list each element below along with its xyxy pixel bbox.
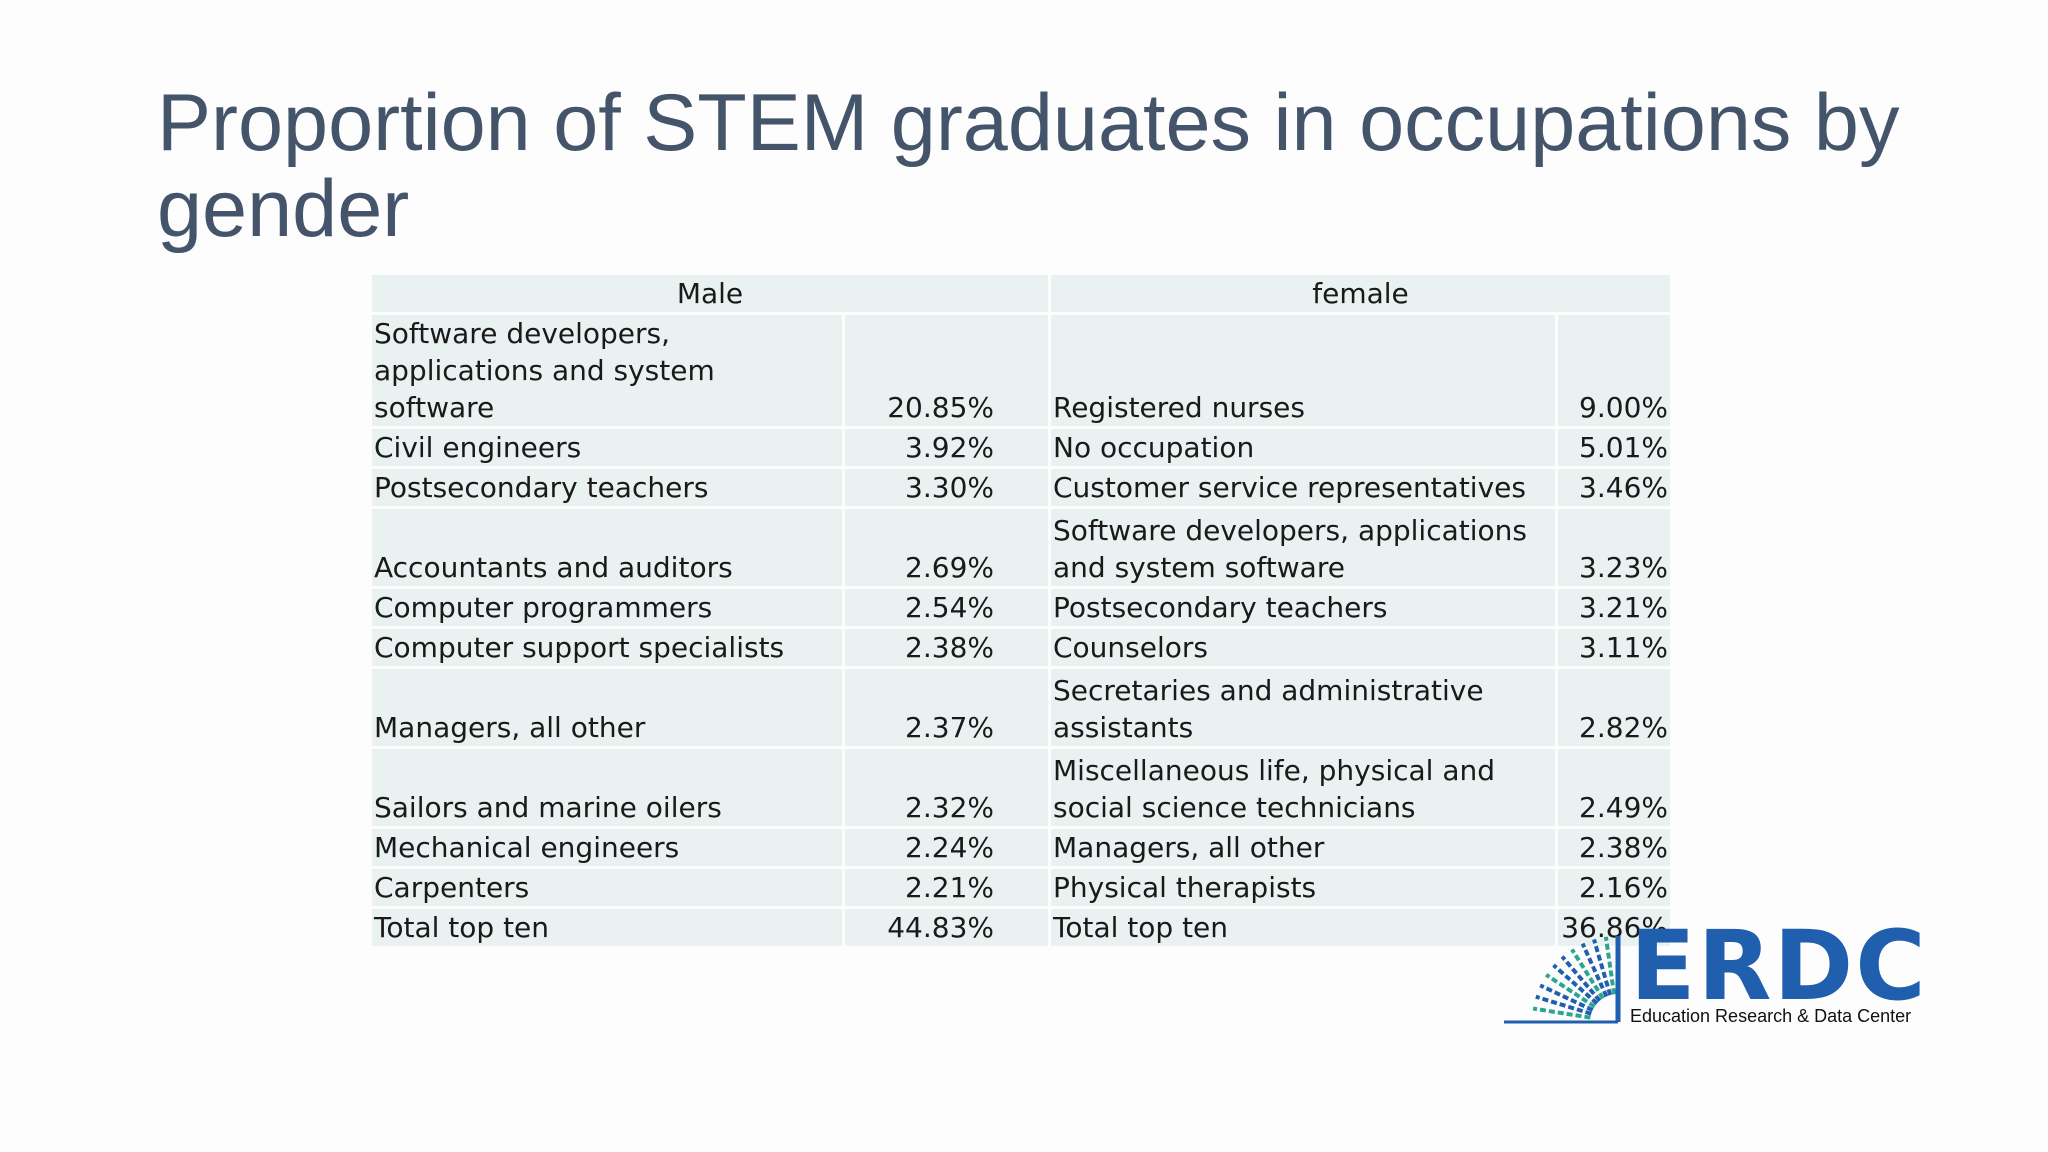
male-percent-cell: 2.69%: [845, 509, 1048, 586]
male-percent-cell: 2.54%: [845, 589, 1048, 626]
female-percent-cell: 3.46%: [1558, 469, 1670, 506]
logo-ray: [1535, 994, 1592, 1016]
table-total-row: Total top ten 44.83% Total top ten 36.86%: [372, 909, 1670, 946]
male-occupation-cell: Total top ten: [372, 909, 842, 946]
male-percent-cell: 2.24%: [845, 829, 1048, 866]
male-percent-cell: 3.92%: [845, 429, 1048, 466]
female-occupation-cell: No occupation: [1051, 429, 1555, 466]
female-occupation-cell: Software developers, applications and sy…: [1051, 509, 1555, 586]
female-occupation-cell: Registered nurses: [1051, 315, 1555, 426]
male-occupation-cell: Civil engineers: [372, 429, 842, 466]
male-occupation-cell: Managers, all other: [372, 669, 842, 746]
logo-tagline: Education Research & Data Center: [1630, 1006, 1912, 1026]
male-percent-cell: 20.85%: [845, 315, 1048, 426]
female-percent-cell: 36.86%: [1558, 909, 1670, 946]
male-occupation-cell: Carpenters: [372, 869, 842, 906]
female-percent-cell: 2.82%: [1558, 669, 1670, 746]
female-percent-cell: 2.49%: [1558, 749, 1670, 826]
table-row: Computer support specialists 2.38% Counsel…: [372, 629, 1670, 666]
logo-ray: [1603, 936, 1617, 995]
female-occupation-cell: Secretaries and administrative assistant…: [1051, 669, 1555, 746]
male-occupation-cell: Postsecondary teachers: [372, 469, 842, 506]
male-percent-cell: 3.30%: [845, 469, 1048, 506]
male-column-header: Male: [372, 275, 1048, 312]
female-occupation-cell: Postsecondary teachers: [1051, 589, 1555, 626]
female-percent-cell: 2.38%: [1558, 829, 1670, 866]
female-occupation-cell: Customer service representatives: [1051, 469, 1555, 506]
table-row: Managers, all other 2.37% Secretaries and …: [372, 669, 1670, 746]
female-percent-cell: 3.11%: [1558, 629, 1670, 666]
female-column-header: female: [1051, 275, 1670, 312]
table-row: Postsecondary teachers 3.30% Customer serv…: [372, 469, 1670, 506]
female-percent-cell: 3.23%: [1558, 509, 1670, 586]
female-percent-cell: 2.16%: [1558, 869, 1670, 906]
sunburst-icon: [1504, 936, 1621, 1024]
logo-ray: [1532, 1006, 1591, 1020]
male-occupation-cell: Sailors and marine oilers: [372, 749, 842, 826]
female-percent-cell: 3.21%: [1558, 589, 1670, 626]
logo-ray: [1560, 955, 1602, 1003]
logo-ray: [1592, 938, 1613, 996]
male-percent-cell: 2.38%: [845, 629, 1048, 666]
logo-ray: [1539, 983, 1594, 1012]
female-occupation-cell: Physical therapists: [1051, 869, 1555, 906]
female-occupation-cell: Total top ten: [1051, 909, 1555, 946]
male-occupation-cell: Mechanical engineers: [372, 829, 842, 866]
female-occupation-cell: Managers, all other: [1051, 829, 1555, 866]
male-occupation-cell: Accountants and auditors: [372, 509, 842, 586]
table-row: Computer programmers 2.54% Postsecondary t…: [372, 589, 1670, 626]
table-row: Sailors and marine oilers 2.32% Miscellane…: [372, 749, 1670, 826]
table-row: Civil engineers 3.92% No occupation 5.01%: [372, 429, 1670, 466]
female-percent-cell: 5.01%: [1558, 429, 1670, 466]
table-row: Software developers, applications and sy…: [372, 315, 1670, 426]
logo-ray: [1545, 973, 1596, 1009]
male-percent-cell: 44.83%: [845, 909, 1048, 946]
female-occupation-cell: Miscellaneous life, physical and social …: [1051, 749, 1555, 826]
female-percent-cell: 9.00%: [1558, 315, 1670, 426]
table-row: Carpenters 2.21% Physical therapists 2.16%: [372, 869, 1670, 906]
male-occupation-cell: Computer programmers: [372, 589, 842, 626]
logo-ray: [1570, 948, 1605, 1000]
table-row: Mechanical engineers 2.24% Managers, all o…: [372, 829, 1670, 866]
logo-ray: [1580, 942, 1609, 998]
logo-ray: [1552, 963, 1599, 1005]
female-occupation-cell: Counselors: [1051, 629, 1555, 666]
male-percent-cell: 2.21%: [845, 869, 1048, 906]
male-percent-cell: 2.37%: [845, 669, 1048, 746]
erdc-logo: ERDC Education Research & Data Center: [1500, 916, 1970, 1028]
slide-title: Proportion of STEM graduates in occupati…: [157, 78, 1900, 254]
table-header-row: Male female: [372, 275, 1670, 312]
stem-occupations-table: Male female Software developers, applica…: [369, 272, 1673, 949]
logo-wordmark: ERDC: [1630, 910, 1928, 1022]
male-percent-cell: 2.32%: [845, 749, 1048, 826]
male-occupation-cell: Computer support specialists: [372, 629, 842, 666]
male-occupation-cell: Software developers, applications and sy…: [372, 315, 842, 426]
table-row: Accountants and auditors 2.69% Software de…: [372, 509, 1670, 586]
